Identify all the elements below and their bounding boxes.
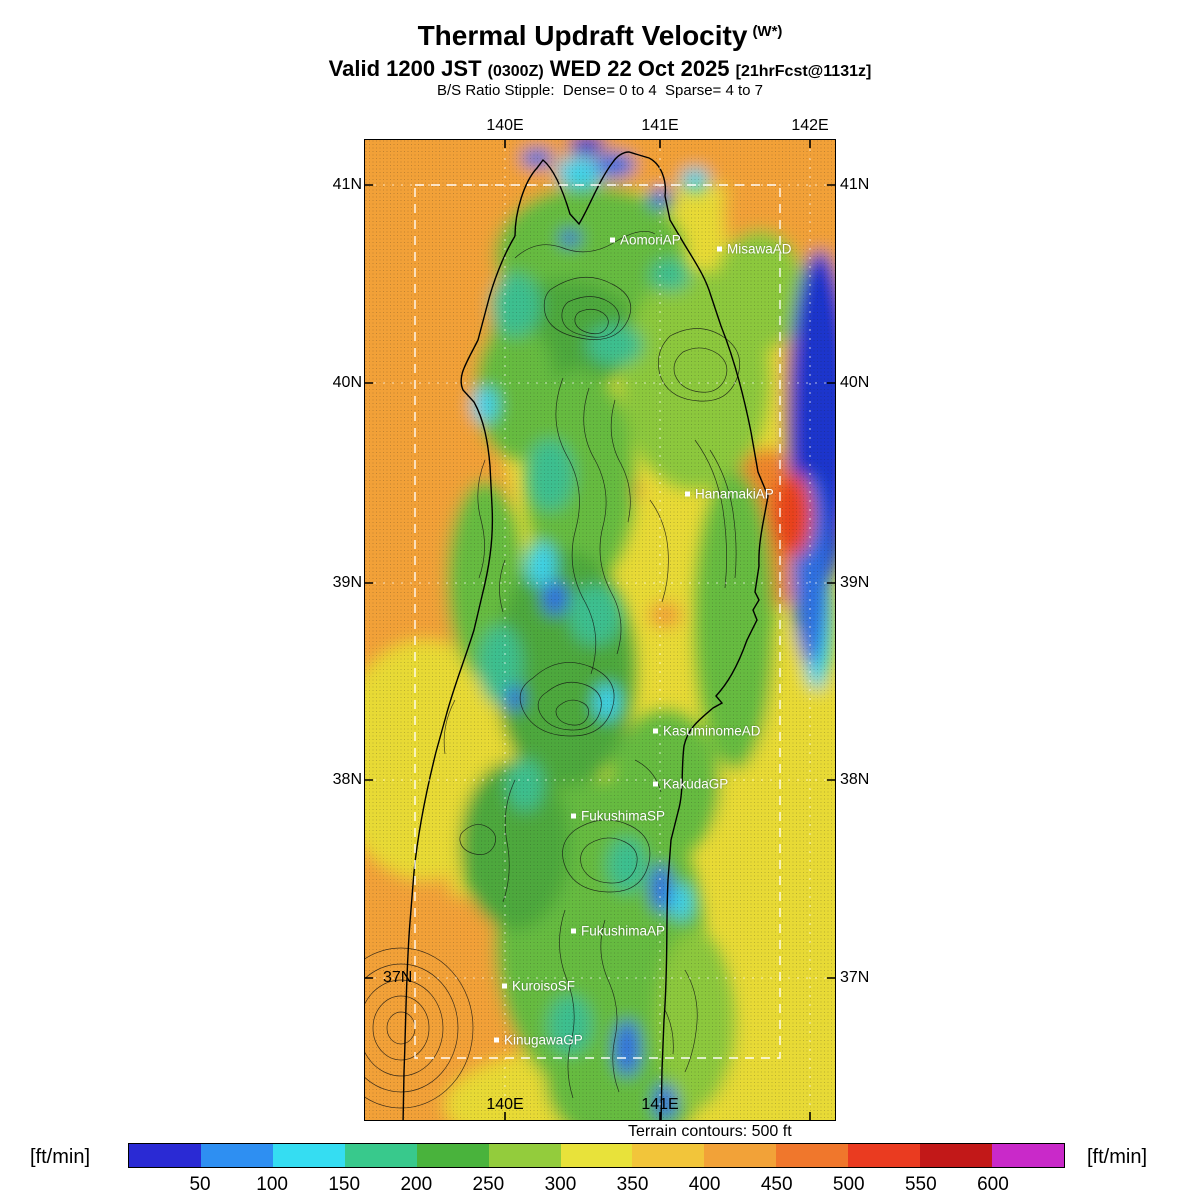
colorbar-segment [632,1144,705,1167]
station-dot-icon [717,246,722,252]
valid-zulu: (0300Z) [487,63,544,80]
lon-label-top-140e: 140E [486,117,524,134]
station-label: AomoriAP [620,232,681,248]
valid-prefix: Valid 1200 JST [328,56,488,81]
colorbar-tick-label: 600 [977,1174,1009,1195]
chart-title-unit: (W*) [752,23,783,40]
colorbar-segment [129,1144,201,1167]
station-label: FukushimaAP [581,923,666,939]
colorbar-segment [992,1144,1064,1167]
station-dot-icon [494,1037,499,1043]
station-dot-icon [653,728,658,734]
colorbar-tick-label: 250 [472,1174,505,1195]
colorbar-tick-label: 350 [616,1174,649,1195]
lat-label-right-37n: 37N [840,969,870,986]
stipple-note: B/S Ratio Stipple: Dense= 0 to 4 Sparse=… [436,82,764,99]
forecast-init: [21hrFcst@1131z] [735,63,872,80]
valid-time-line: Valid 1200 JST (0300Z) WED 22 Oct 2025 [… [0,56,1200,82]
colorbar-tick-label: 300 [544,1174,577,1195]
station-marker-kuroisosf: KuroisoSF [502,979,575,994]
chart-title-line: Thermal Updraft Velocity (W*) [0,20,1200,52]
colorbar-segment [848,1144,921,1167]
frame-ticks [365,140,835,1120]
lon-label-top-142e: 142E [791,117,829,134]
station-label: KasuminomeAD [663,723,761,739]
colorbar-segment [920,1144,993,1167]
colorbar-tick-label: 100 [256,1174,288,1195]
colorbar-tick-label: 500 [832,1174,865,1195]
colorbar-segment [704,1144,777,1167]
colorbar-unit-right: [ft/min] [1087,1146,1148,1168]
lat-label-left-38n: 38N [332,771,362,788]
valid-date: WED 22 Oct 2025 [543,56,736,81]
lat-label-inner-37n: 37N [383,969,413,986]
station-label: KinugawaGP [504,1032,583,1048]
lon-label-bottom-140e: 140E [486,1096,524,1113]
lat-label-right-39n: 39N [840,574,870,591]
station-marker-fukushimasp: FukushimaSP [571,809,665,824]
colorbar-segment [344,1144,417,1167]
domain-boundary-box [414,184,781,1059]
colorbar-ticks: 50 100 150 200 250 300 350 400 450 500 550 600 [128,1174,1065,1200]
station-dot-icon [571,928,576,934]
colorbar-segment [200,1144,273,1167]
lon-label-bottom-141e: 141E [641,1096,679,1113]
station-dot-icon [610,237,615,243]
colorbar-segment [416,1144,489,1167]
station-marker-kinugawagp: KinugawaGP [494,1033,583,1048]
lat-label-right-41n: 41N [840,176,870,193]
coastline [402,151,769,1120]
weather-map-canvas [365,140,835,1120]
station-marker-aomoriap: AomoriAP [610,233,681,248]
stipple-overlay [365,140,835,1120]
lon-label-top-141e: 141E [641,117,679,134]
map-frame [364,139,836,1121]
lat-label-left-39n: 39N [332,574,362,591]
station-label: HanamakiAP [695,486,774,502]
lat-label-right-40n: 40N [840,374,870,391]
colorbar-segment [776,1144,849,1167]
station-label: KuroisoSF [512,978,576,994]
colorbar-tick-label: 550 [904,1174,937,1195]
station-label: KakudaGP [663,776,729,792]
station-dot-icon [502,983,507,989]
colorbar-segment [488,1144,561,1167]
graticule [365,140,835,1120]
colorbar-tick-label: 200 [400,1174,433,1195]
station-dot-icon [685,491,690,497]
station-label: FukushimaSP [581,808,666,824]
station-dot-icon [653,781,658,787]
lat-label-left-41n: 41N [332,176,362,193]
colorbar-tick-label: 150 [328,1174,361,1195]
lat-label-left-40n: 40N [332,374,362,391]
chart-title: Thermal Updraft Velocity [417,20,748,51]
station-dot-icon [571,813,576,819]
colorbar-tick-label: 50 [189,1174,211,1195]
colorbar-segment [560,1144,633,1167]
terrain-contours-note: Terrain contours: 500 ft [628,1123,792,1140]
station-marker-kakudagp: KakudaGP [653,777,728,792]
colorbar-segment [272,1144,345,1167]
lat-label-right-38n: 38N [840,771,870,788]
colorbar-unit-left: [ft/min] [30,1146,91,1168]
colorbar [128,1143,1065,1168]
station-marker-hanamakiap: HanamakiAP [685,487,774,502]
colorbar-tick-label: 400 [688,1174,721,1195]
station-marker-fukushimaap: FukushimaAP [571,924,665,939]
station-marker-kasuminomead: KasuminomeAD [653,724,761,739]
station-marker-misawaad: MisawaAD [717,242,792,257]
station-label: MisawaAD [727,241,792,257]
colorbar-tick-label: 450 [760,1174,793,1195]
